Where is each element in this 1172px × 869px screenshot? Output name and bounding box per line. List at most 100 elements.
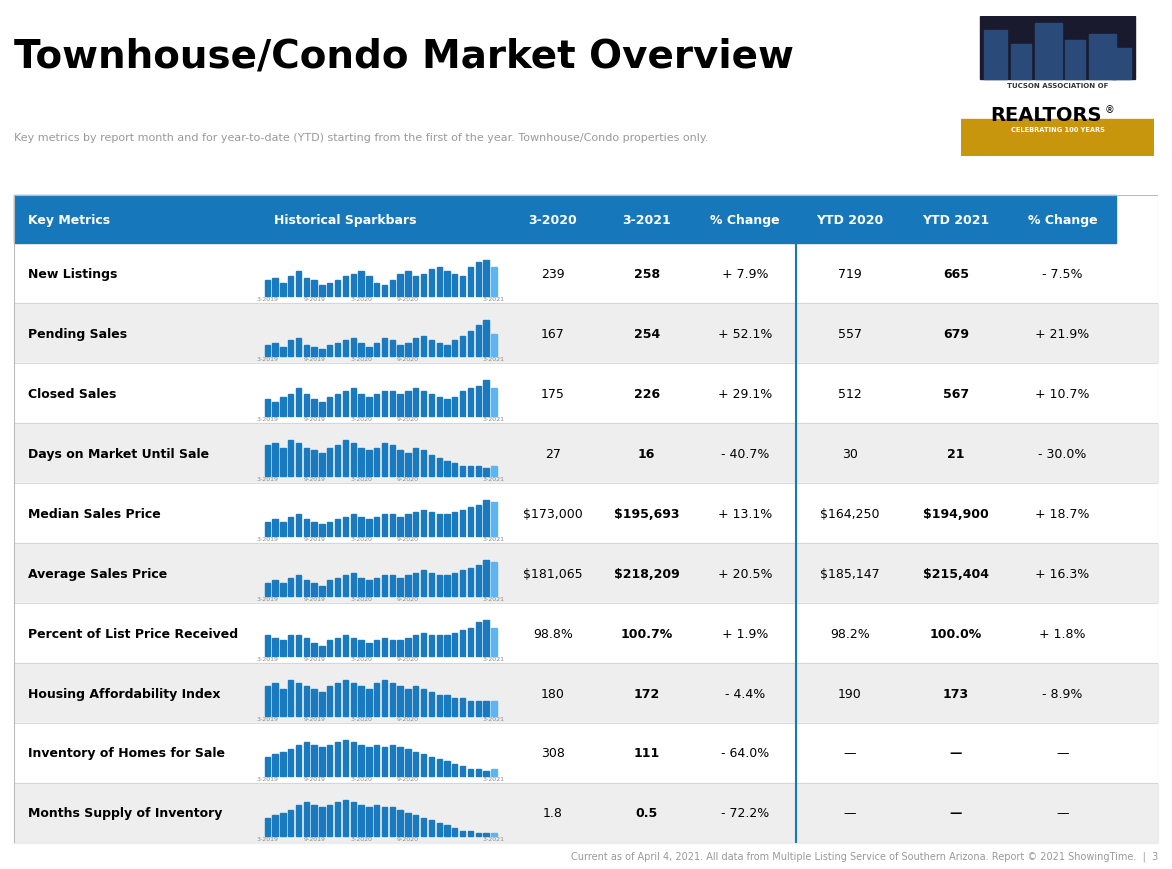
Text: 665: 665 (943, 268, 969, 281)
Bar (14, 424, 1158, 484)
Bar (265, 446, 270, 476)
Text: 3-2021: 3-2021 (483, 716, 505, 720)
Text: 100.0%: 100.0% (929, 627, 982, 640)
Bar (382, 514, 387, 536)
Bar (389, 575, 395, 596)
Bar (389, 446, 395, 476)
Text: 173: 173 (943, 687, 969, 700)
Bar (483, 468, 489, 476)
Bar (359, 448, 363, 476)
Text: + 20.5%: + 20.5% (717, 567, 772, 580)
Bar (327, 640, 333, 656)
Bar (397, 810, 403, 836)
Bar (280, 640, 286, 656)
Bar (280, 283, 286, 297)
Text: 9-2019: 9-2019 (304, 356, 325, 362)
Bar (366, 520, 372, 536)
Bar (491, 769, 497, 776)
Bar (389, 640, 395, 656)
Bar (382, 638, 387, 656)
Bar (280, 583, 286, 596)
Bar (413, 339, 418, 356)
Bar (389, 281, 395, 297)
Bar (359, 272, 363, 297)
Text: $173,000: $173,000 (523, 507, 582, 520)
Text: - 4.4%: - 4.4% (724, 687, 765, 700)
Bar (459, 466, 465, 476)
Text: 3-2019: 3-2019 (257, 776, 278, 780)
Bar (374, 395, 380, 416)
Bar (288, 341, 293, 356)
Text: 3-2021: 3-2021 (483, 536, 505, 541)
Bar (327, 580, 333, 596)
Text: + 16.3%: + 16.3% (1035, 567, 1090, 580)
Text: 3-2020: 3-2020 (350, 835, 372, 840)
Bar (312, 348, 316, 356)
Bar (327, 346, 333, 356)
Bar (350, 683, 356, 716)
Bar (491, 268, 497, 297)
Bar (288, 517, 293, 536)
Bar (280, 813, 286, 836)
Bar (406, 392, 410, 416)
Bar (295, 339, 301, 356)
Bar (342, 441, 348, 476)
Bar (288, 578, 293, 596)
Text: 9-2020: 9-2020 (397, 596, 418, 601)
Text: 27: 27 (545, 448, 560, 461)
Bar (335, 520, 340, 536)
Bar (980, 17, 1136, 80)
Bar (444, 826, 450, 836)
Text: 9-2020: 9-2020 (397, 296, 418, 302)
Bar (288, 749, 293, 776)
Bar (444, 272, 450, 297)
Text: 3-2019: 3-2019 (257, 656, 278, 661)
Text: - 72.2%: - 72.2% (721, 806, 769, 819)
Bar (382, 747, 387, 776)
Bar (483, 381, 489, 416)
Bar (468, 389, 473, 416)
Bar (421, 451, 427, 476)
Bar (319, 286, 325, 297)
Bar (382, 680, 387, 716)
Text: Closed Sales: Closed Sales (28, 388, 116, 401)
Text: + 21.9%: + 21.9% (1035, 328, 1090, 341)
Text: 9-2019: 9-2019 (304, 536, 325, 541)
Text: 3-2020: 3-2020 (350, 656, 372, 661)
Bar (1011, 45, 1030, 80)
Text: 3-2020: 3-2020 (350, 776, 372, 780)
Bar (319, 350, 325, 356)
Bar (397, 395, 403, 416)
Bar (444, 400, 450, 416)
Text: 9-2020: 9-2020 (397, 835, 418, 840)
Bar (312, 281, 316, 297)
Bar (288, 680, 293, 716)
Text: 3-2019: 3-2019 (257, 536, 278, 541)
Text: 3-2021: 3-2021 (483, 776, 505, 780)
Bar (452, 828, 457, 836)
Bar (350, 339, 356, 356)
Bar (366, 580, 372, 596)
Bar (366, 747, 372, 776)
Bar (421, 392, 427, 416)
Bar (304, 279, 309, 297)
Bar (459, 336, 465, 356)
Bar (327, 448, 333, 476)
Bar (335, 578, 340, 596)
Text: 3-2020: 3-2020 (350, 416, 372, 421)
Bar (359, 517, 363, 536)
Bar (366, 348, 372, 356)
Bar (335, 395, 340, 416)
Bar (468, 701, 473, 716)
Bar (280, 397, 286, 416)
Text: 3-2020: 3-2020 (529, 213, 577, 226)
Bar (304, 520, 309, 536)
Bar (436, 823, 442, 836)
Bar (436, 695, 442, 716)
Bar (413, 752, 418, 776)
Bar (272, 520, 278, 536)
Bar (452, 698, 457, 716)
Bar (468, 507, 473, 536)
Bar (459, 276, 465, 297)
Bar (304, 346, 309, 356)
